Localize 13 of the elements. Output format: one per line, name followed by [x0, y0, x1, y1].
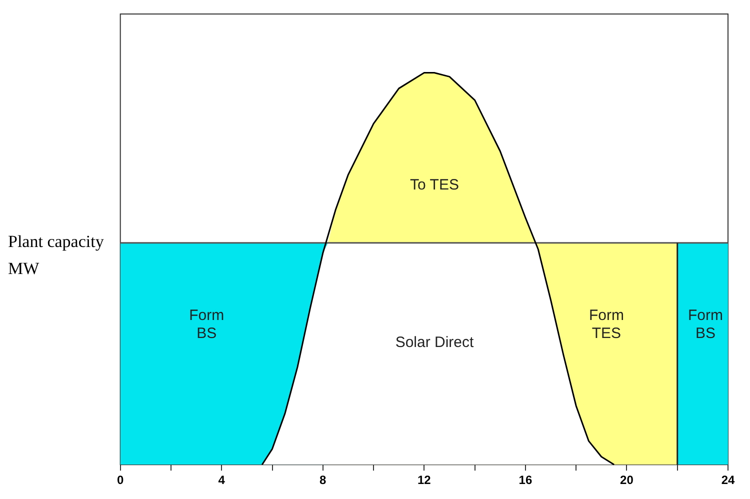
x-tick-label: 20: [620, 473, 634, 488]
annotation: To TES: [410, 176, 459, 194]
x-tick-label: 24: [721, 473, 735, 488]
annotation: Solar Direct: [395, 334, 475, 352]
x-tick-label: 16: [518, 473, 532, 488]
annotation: Form TES: [588, 307, 624, 342]
x-tick-label: 12: [417, 473, 432, 488]
y-axis-title: Plant capacity MW: [8, 231, 105, 280]
x-tick-label: 8: [320, 473, 327, 488]
x-tick-label: 4: [218, 473, 226, 488]
annotation: Form BS: [688, 307, 724, 342]
annotation: Form BS: [189, 307, 224, 342]
x-tick-label: 0: [116, 473, 124, 488]
